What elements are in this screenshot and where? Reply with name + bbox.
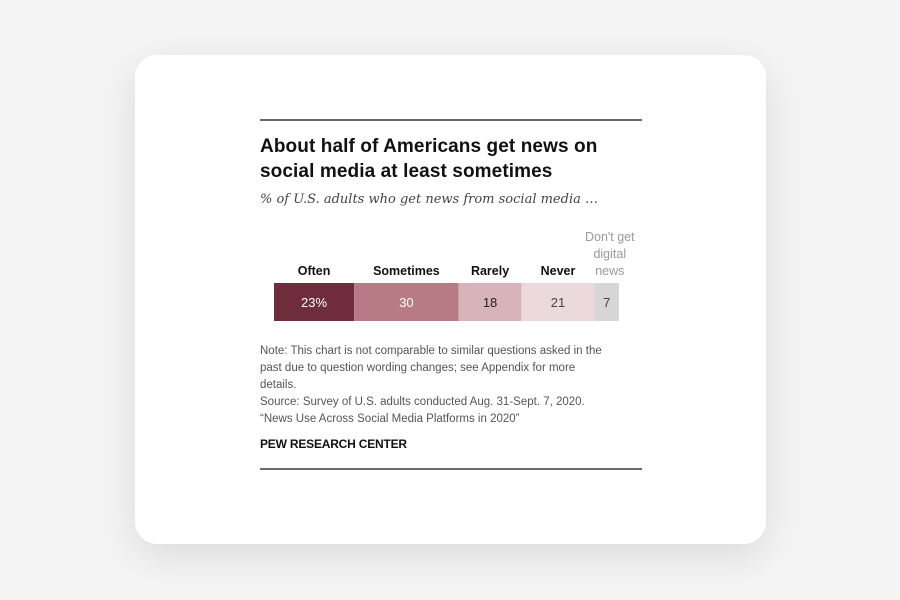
value-label-sometimes: 30: [399, 295, 413, 310]
category-label-dont-get-line-2: digital: [593, 247, 626, 261]
note-line-1: Note: This chart is not comparable to si…: [260, 345, 602, 357]
bar-segment-dont-get: [594, 283, 619, 321]
value-label-rarely: 18: [483, 295, 497, 310]
value-label-dont-get: 7: [603, 295, 610, 310]
category-label-never: Never: [541, 264, 576, 278]
category-label-dont-get-line-1: Don't get: [585, 230, 635, 244]
category-label-dont-get-line-3: news: [595, 264, 624, 278]
source-line: Source: Survey of U.S. adults conducted …: [260, 396, 585, 408]
note-line-2: past due to question wording changes; se…: [260, 362, 576, 374]
note-line-3: details.: [260, 379, 297, 391]
bar-segment-rarely: [458, 283, 522, 321]
figure: About half of Americans get news on soci…: [260, 119, 642, 470]
bar-segment-sometimes: [354, 283, 459, 321]
chart-title: About half of Americans get news on soci…: [260, 134, 642, 184]
chart-subtitle: % of U.S. adults who get news from socia…: [260, 192, 598, 207]
bar-segment-often: [274, 283, 355, 321]
category-label-rarely: Rarely: [471, 264, 509, 278]
chart-notes: Note: This chart is not comparable to si…: [260, 343, 642, 428]
bottom-rule: [260, 468, 642, 470]
chart-title-line-2: social media at least sometimes: [260, 161, 553, 182]
value-label-often: 23%: [301, 295, 327, 310]
report-line: “News Use Across Social Media Platforms …: [260, 413, 520, 425]
stacked-bar-chart: 23% Often 30 Sometimes 18 Rarely 21 Never 7 Don't…: [260, 223, 642, 327]
chart-card: About half of Americans get news on soci…: [135, 55, 766, 544]
top-rule: [260, 119, 642, 121]
value-label-never: 21: [551, 295, 565, 310]
bar-segment-never: [521, 283, 595, 321]
chart-title-line-1: About half of Americans get news on: [260, 136, 598, 157]
brand-label: PEW RESEARCH CENTER: [260, 437, 407, 451]
category-label-often: Often: [298, 264, 331, 278]
chart-svg: 23% Often 30 Sometimes 18 Rarely 21 Never 7 Don't…: [274, 230, 635, 321]
category-label-sometimes: Sometimes: [373, 264, 440, 278]
